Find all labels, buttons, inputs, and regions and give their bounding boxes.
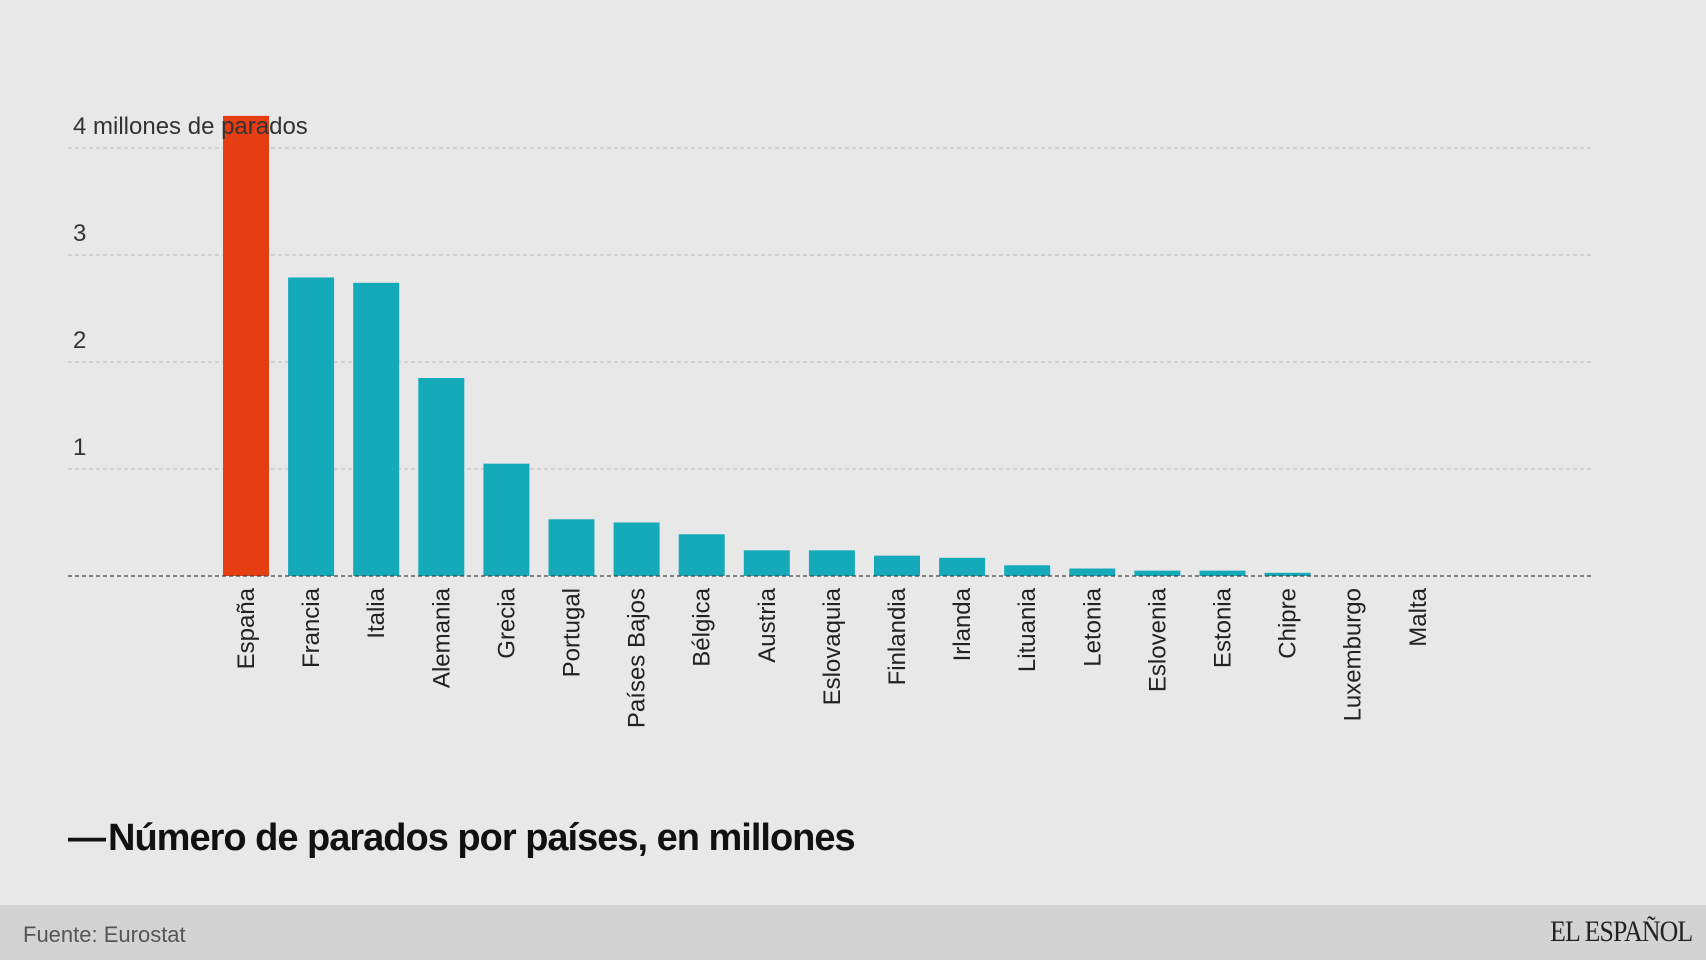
x-tick-label: España: [233, 587, 260, 669]
x-tick-label: Estonia: [1210, 587, 1237, 668]
x-tick-label: Alemania: [428, 587, 455, 688]
x-tick-label: Irlanda: [949, 587, 976, 661]
bar-lituania: [1004, 565, 1051, 576]
x-tick-label: Grecia: [493, 587, 520, 658]
x-tick-label: Malta: [1405, 587, 1432, 646]
bar-letonia: [1069, 568, 1116, 576]
y-tick-label: 1: [73, 434, 86, 461]
bar-grecia: [483, 463, 530, 576]
brand-logo: EL ESPAÑOL: [1549, 915, 1693, 948]
x-tick-label: Finlandia: [884, 587, 911, 685]
x-tick-label: Bélgica: [689, 587, 716, 666]
x-tick-label: Países Bajos: [624, 588, 651, 728]
bar-irlanda: [939, 557, 986, 576]
x-tick-label: Lituania: [1014, 587, 1041, 672]
x-tick-label: Italia: [363, 587, 390, 638]
bar-chipre: [1264, 572, 1311, 576]
bar-estonia: [1199, 570, 1246, 576]
bars: [223, 115, 1311, 577]
x-tick-label: Austria: [754, 587, 781, 662]
bar-eslovaquia: [808, 550, 855, 576]
bar-países-bajos: [613, 522, 660, 576]
bar-finlandia: [874, 555, 920, 576]
footer: Fuente: Eurostat EL ESPAÑOL: [0, 905, 1706, 960]
x-tick-label: Portugal: [559, 588, 586, 677]
x-tick-label: Eslovenia: [1144, 587, 1171, 692]
x-tick-label: Luxemburgo: [1340, 588, 1367, 721]
bar-eslovenia: [1134, 570, 1181, 576]
bar-alemania: [418, 378, 465, 576]
source-note: Fuente: Eurostat: [23, 922, 186, 947]
chart-title: Número de parados por países, en millone…: [108, 817, 855, 859]
bar-italia: [353, 282, 400, 576]
chart-title-marker: —: [68, 817, 106, 859]
bar-portugal: [548, 519, 595, 576]
y-tick-label: 3: [73, 220, 86, 247]
bar-españa: [223, 115, 269, 577]
x-tick-label: Chipre: [1275, 588, 1302, 659]
bar-bélgica: [678, 534, 725, 576]
x-axis-labels: España Francia Italia Alemania Grecia Portuga…: [233, 587, 1432, 728]
x-tick-label: Francia: [298, 587, 325, 668]
x-tick-label: Eslovaquia: [819, 587, 846, 705]
y-axis-labels: 1 2 3 4 millones de parados: [73, 113, 308, 461]
y-tick-label: 4 millones de parados: [73, 113, 308, 140]
bar-francia: [288, 277, 335, 576]
x-tick-label: Letonia: [1079, 587, 1106, 666]
bar-austria: [743, 550, 790, 576]
y-tick-label: 2: [73, 327, 86, 354]
